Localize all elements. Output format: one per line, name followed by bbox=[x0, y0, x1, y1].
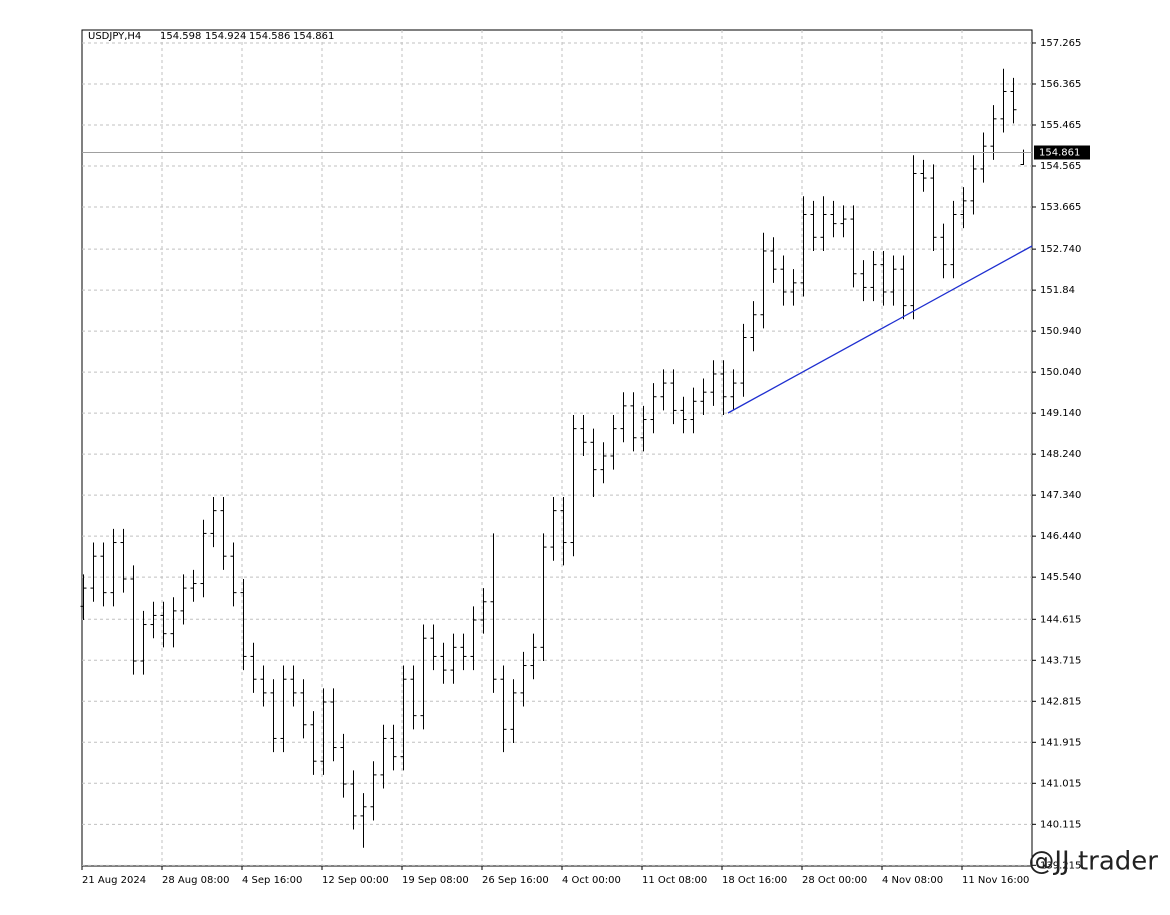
price-label-bg bbox=[1034, 145, 1090, 160]
x-tick-label: 21 Aug 2024 bbox=[82, 875, 146, 886]
price-label: 154.861 bbox=[1039, 148, 1080, 159]
x-tick-label: 28 Aug 08:00 bbox=[162, 875, 229, 886]
y-tick-label: 139.215 bbox=[1040, 860, 1081, 871]
x-tick-label: 12 Sep 00:00 bbox=[322, 875, 389, 886]
y-tick-label: 147.340 bbox=[1040, 490, 1081, 501]
x-tick-label: 4 Sep 16:00 bbox=[242, 875, 302, 886]
y-tick-label: 144.615 bbox=[1040, 614, 1081, 625]
y-tick-label: 140.115 bbox=[1040, 819, 1081, 830]
symbol: USDJPY,H4 bbox=[88, 31, 141, 42]
x-tick-label: 19 Sep 08:00 bbox=[402, 875, 469, 886]
y-tick-label: 149.140 bbox=[1040, 408, 1081, 419]
x-tick-label: 4 Oct 00:00 bbox=[562, 875, 621, 886]
y-tick-label: 145.540 bbox=[1040, 572, 1081, 583]
x-tick-label: 11 Oct 08:00 bbox=[642, 875, 707, 886]
trendline bbox=[727, 245, 1033, 414]
y-tick-label: 142.815 bbox=[1040, 696, 1081, 707]
y-tick-label: 143.715 bbox=[1040, 655, 1081, 666]
x-tick-label: 11 Nov 16:00 bbox=[962, 875, 1029, 886]
header-close: 154.861 bbox=[293, 31, 334, 42]
y-tick-label: 141.015 bbox=[1040, 778, 1081, 789]
y-tick-label: 151.84 bbox=[1040, 285, 1075, 296]
y-tick-label: 155.465 bbox=[1040, 120, 1081, 131]
y-tick-label: 150.040 bbox=[1040, 367, 1081, 378]
x-tick-label: 4 Nov 08:00 bbox=[882, 875, 943, 886]
watermark: @JJ trader bbox=[1028, 847, 1158, 877]
y-tick-label: 141.915 bbox=[1040, 737, 1081, 748]
y-tick-label: 152.740 bbox=[1040, 244, 1081, 255]
x-tick-label: 18 Oct 16:00 bbox=[722, 875, 787, 886]
header-high: 154.924 bbox=[205, 31, 246, 42]
header-low: 154.586 bbox=[249, 31, 290, 42]
y-tick-label: 146.440 bbox=[1040, 531, 1081, 542]
header-open: 154.598 bbox=[160, 31, 201, 42]
y-tick-label: 148.240 bbox=[1040, 449, 1081, 460]
x-tick-label: 26 Sep 16:00 bbox=[482, 875, 549, 886]
plot-frame bbox=[81, 29, 1033, 867]
y-tick-label: 154.565 bbox=[1040, 161, 1081, 172]
y-tick-label: 157.265 bbox=[1040, 38, 1081, 49]
y-tick-label: 156.365 bbox=[1040, 79, 1081, 90]
chart-header: USDJPY,H4 154.598 154.924 154.586 154.86… bbox=[88, 31, 334, 42]
y-tick-label: 153.665 bbox=[1040, 202, 1081, 213]
x-tick-label: 28 Oct 00:00 bbox=[802, 875, 867, 886]
y-tick-label: 150.940 bbox=[1040, 326, 1081, 337]
